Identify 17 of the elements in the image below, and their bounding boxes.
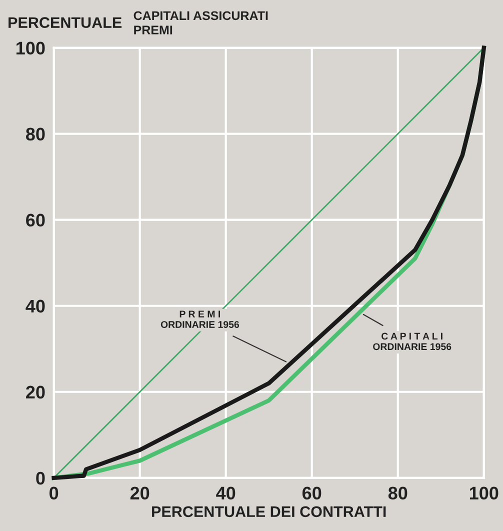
y-tick-label: 100	[16, 42, 45, 55]
y-tick-label: 40	[26, 300, 45, 313]
x-tick-label: 20	[130, 486, 150, 500]
x-tick-label: 60	[302, 486, 322, 500]
x-tick-label: 0	[50, 486, 58, 500]
y-tick-label: 60	[26, 214, 45, 227]
annotation: C A P I T A L I ORDINARIE 1956	[373, 332, 452, 350]
y-tick-label: 0	[36, 472, 45, 485]
x-tick-label: 40	[216, 486, 236, 500]
y-tick-label: 20	[26, 386, 45, 399]
y-tick-label: 80	[26, 128, 45, 141]
x-tick-label: 100	[470, 486, 498, 500]
chart-subtitle: CAPITALI ASSICURATI PREMI	[134, 11, 268, 34]
x-tick-label: 80	[388, 486, 408, 500]
x-axis-title: PERCENTUALE DEI CONTRATTI	[152, 506, 386, 518]
annotation: P R E M I ORDINARIE 1956	[160, 310, 240, 328]
y-axis-title: PERCENTUALE	[8, 17, 122, 28]
